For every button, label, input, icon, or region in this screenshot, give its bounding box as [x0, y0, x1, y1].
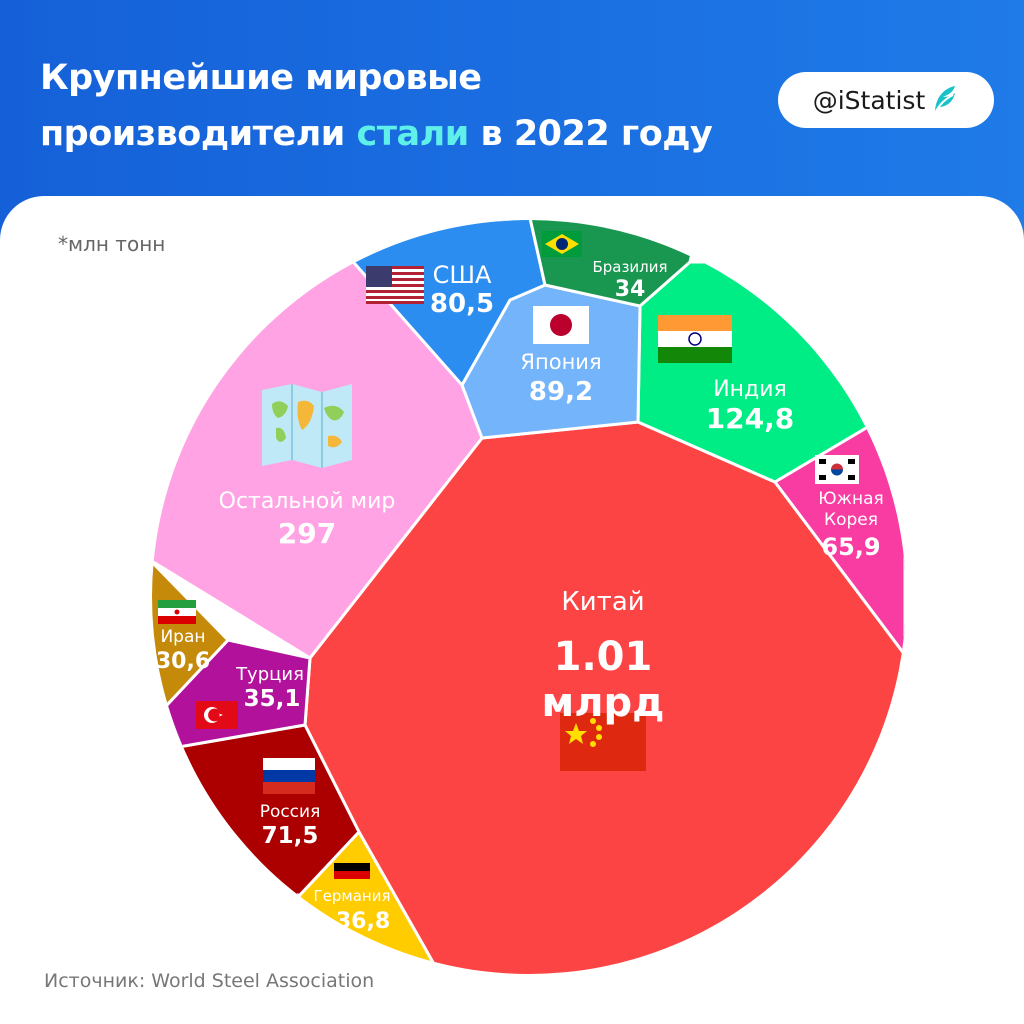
- label-russia-value: 71,5: [262, 823, 319, 849]
- label-usa-value: 80,5: [430, 289, 494, 319]
- page-title: Крупнейшие мировые производители стали в…: [40, 50, 713, 162]
- label-japan-value: 89,2: [529, 377, 593, 407]
- label-japan-name: Япония: [520, 350, 601, 374]
- label-india-name: Индия: [713, 377, 787, 402]
- label-germany-name: Германия: [314, 887, 391, 905]
- brand-badge[interactable]: @iStatist: [778, 72, 994, 128]
- label-india-value: 124,8: [706, 402, 795, 435]
- label-rest-of-world-value: 297: [278, 517, 336, 550]
- china-flag-icon: [560, 713, 646, 771]
- label-brazil-name: Бразилия: [592, 258, 667, 276]
- title-line-1: Крупнейшие мировые: [40, 58, 482, 98]
- brazil-flag-icon: [542, 231, 582, 257]
- title-part-3: в 2022 году: [480, 114, 713, 154]
- label-turkey-value: 35,1: [244, 686, 301, 712]
- label-china-value: 1.01 млрд: [542, 634, 665, 726]
- iran-flag-icon: [158, 600, 196, 624]
- label-iran-name: Иран: [160, 627, 205, 647]
- label-china-name: Китай: [561, 587, 644, 617]
- label-china-value-part: млрд: [542, 680, 665, 726]
- usa-flag-icon: [366, 266, 424, 304]
- label-russia-name: Россия: [260, 802, 321, 822]
- unit-note: *млн тонн: [58, 232, 166, 256]
- source-note: Источник: World Steel Association: [44, 970, 375, 992]
- label-iran-value: 30,6: [156, 649, 210, 674]
- germany-flag-icon: [334, 863, 370, 887]
- label-china-value-part: 1.01: [554, 634, 653, 680]
- label-south-korea-name-1: Южная: [818, 489, 883, 509]
- russia-flag-icon: [263, 758, 315, 794]
- istatist-logo-icon: [934, 86, 956, 114]
- japan-flag-icon: [533, 306, 589, 344]
- world-map-icon: [262, 384, 352, 468]
- label-germany-value: 36,8: [336, 909, 390, 934]
- label-rest-of-world-name: Остальной мир: [219, 489, 396, 514]
- south-korea-flag-icon: [815, 455, 859, 484]
- title-part-2: производители: [40, 114, 345, 154]
- brand-label: @iStatist: [812, 85, 926, 115]
- india-flag-icon: [658, 315, 732, 363]
- label-south-korea-value: 65,9: [821, 533, 880, 561]
- cell-usa: [321, 220, 547, 388]
- label-brazil-value: 34: [615, 277, 646, 302]
- turkey-flag-icon: [196, 701, 238, 729]
- label-usa-name: США: [433, 261, 492, 289]
- title-accent: стали: [356, 114, 470, 154]
- label-south-korea-name-2: Корея: [824, 510, 878, 530]
- title-line-2: производители стали в 2022 году: [40, 106, 713, 162]
- label-turkey-name: Турция: [235, 664, 304, 685]
